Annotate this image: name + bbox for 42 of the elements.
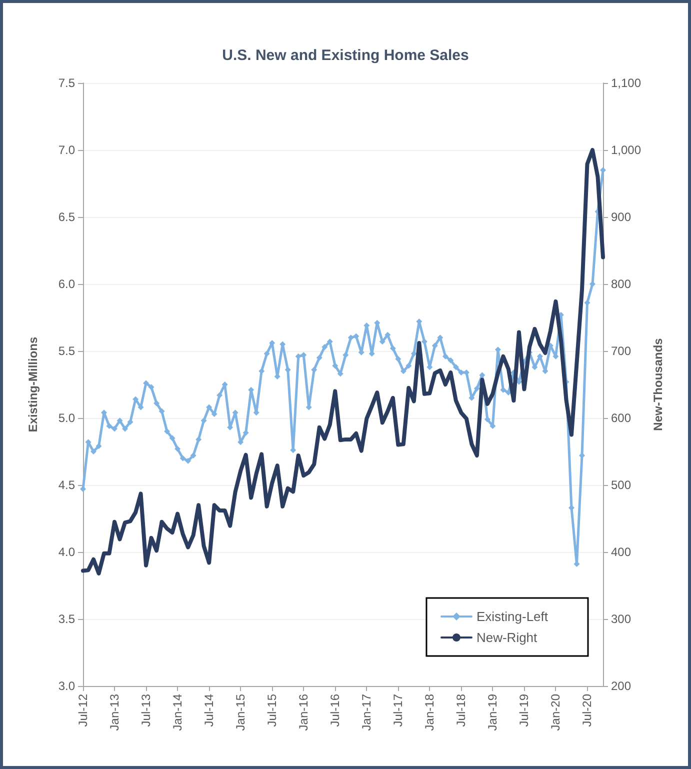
y2-tick-label: 400 [611, 545, 632, 559]
x-tick-label: Jul-14 [202, 694, 216, 727]
y-tick-label: 4.5 [58, 478, 76, 492]
y-tick-label: 7.5 [58, 76, 76, 90]
y-tick-label: 5.0 [58, 411, 76, 425]
y2-tick-label: 600 [611, 411, 632, 425]
y-tick-label: 5.5 [58, 344, 76, 358]
y2-tick-label: 1,000 [611, 143, 642, 157]
legend-label: New-Right [476, 630, 538, 645]
y-tick-label: 3.5 [58, 612, 76, 626]
y2-tick-label: 500 [611, 478, 632, 492]
x-tick-label: Jul-15 [265, 694, 280, 727]
y-tick-label: 4.0 [58, 545, 76, 559]
y-tick-label: 6.0 [58, 277, 76, 291]
y2-tick-label: 900 [611, 210, 632, 224]
y-tick-label: 6.5 [58, 210, 76, 224]
x-tick-label: Jan-18 [422, 694, 437, 731]
x-tick-label: Jul-12 [76, 694, 90, 727]
x-tick-label: Jan-19 [486, 694, 500, 731]
x-tick-label: Jul-13 [139, 694, 154, 727]
y2-tick-label: 800 [611, 277, 632, 291]
chart-title: U.S. New and Existing Home Sales [222, 47, 469, 64]
x-tick-label: Jan-15 [234, 694, 248, 731]
x-tick-label: Jan-13 [108, 694, 122, 731]
legend-label: Existing-Left [476, 609, 548, 624]
y2-axis-title: New-Thousands [650, 338, 665, 431]
y-tick-label: 3.0 [58, 679, 76, 693]
y2-tick-label: 300 [611, 612, 632, 626]
x-tick-label: Jul-20 [580, 694, 594, 727]
x-tick-label: Jan-16 [296, 694, 311, 731]
x-tick-label: Jan-14 [170, 694, 185, 731]
x-tick-label: Jul-17 [391, 694, 406, 727]
y2-tick-label: 700 [611, 344, 632, 358]
x-tick-label: Jul-16 [328, 694, 342, 727]
y-axis-title: Existing-Millions [26, 336, 40, 432]
x-tick-label: Jul-18 [454, 694, 468, 727]
y2-tick-label: 1,100 [611, 76, 642, 90]
x-tick-label: Jul-19 [517, 694, 532, 727]
x-tick-label: Jan-20 [548, 694, 563, 731]
y-tick-label: 7.0 [58, 143, 76, 157]
y2-tick-label: 200 [611, 679, 632, 693]
x-tick-label: Jan-17 [360, 694, 374, 731]
